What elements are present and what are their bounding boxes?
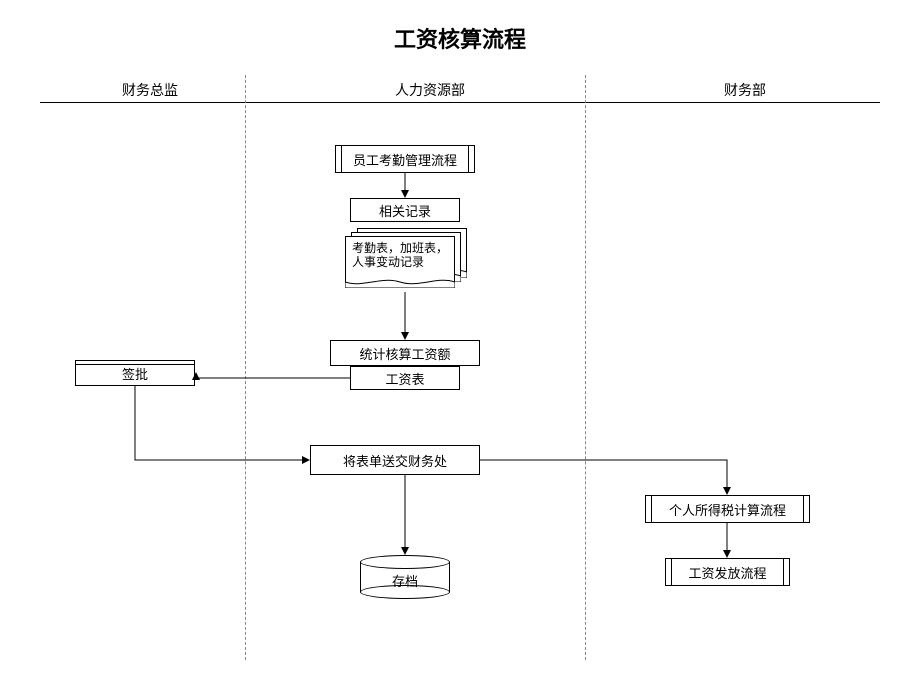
lane-header-cfo: 财务总监 xyxy=(60,80,240,100)
lane-header-hr: 人力资源部 xyxy=(300,80,560,100)
edge-n5-n6 xyxy=(196,373,350,378)
node-payout-process: 工资发放流程 xyxy=(665,558,790,586)
node-calc-salary: 统计核算工资额 xyxy=(330,340,480,366)
node-doc-stack: 考勤表，加班表，人事变动记录 xyxy=(345,228,473,298)
node-attendance-process: 员工考勤管理流程 xyxy=(335,145,475,173)
node-submit-finance: 将表单送交财务处 xyxy=(310,445,480,475)
node-salary-sheet: 工资表 xyxy=(350,366,460,390)
edge-n6-n7 xyxy=(135,386,309,460)
lane-divider-1 xyxy=(245,75,246,660)
lane-divider-2 xyxy=(585,75,586,660)
node-tax-process: 个人所得税计算流程 xyxy=(645,495,810,523)
node-related-records: 相关记录 xyxy=(350,198,460,222)
edge-n7-n9 xyxy=(480,460,727,494)
node-archive: 存档 xyxy=(360,555,450,599)
lane-header-finance: 财务部 xyxy=(630,80,860,100)
page-title: 工资核算流程 xyxy=(0,22,920,54)
doc-stack-label: 考勤表，加班表，人事变动记录 xyxy=(352,241,448,270)
header-divider xyxy=(40,102,880,103)
archive-label: 存档 xyxy=(360,571,450,590)
node-approve: 签批 xyxy=(75,360,195,386)
